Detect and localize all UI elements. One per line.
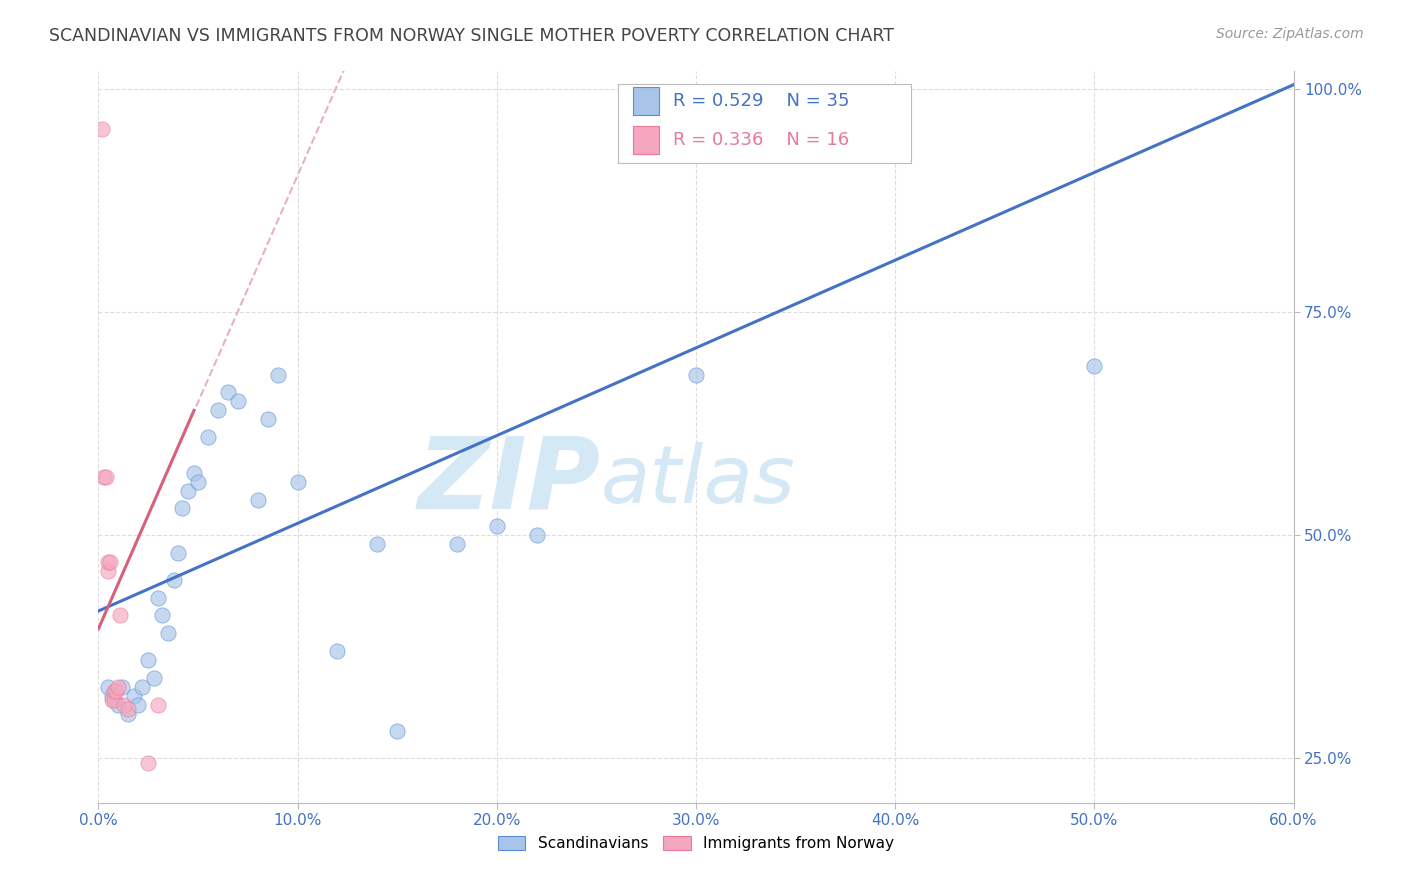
Point [446, 537, 468, 551]
Point [157, 626, 180, 640]
Bar [633, 87, 659, 114]
Point [110, 608, 132, 623]
Point [366, 537, 388, 551]
Point [485, 519, 508, 533]
Point [172, 501, 194, 516]
Point [97, 680, 120, 694]
Text: SCANDINAVIAN VS IMMIGRANTS FROM NORWAY SINGLE MOTHER POVERTY CORRELATION CHART: SCANDINAVIAN VS IMMIGRANTS FROM NORWAY S… [49, 27, 894, 45]
Point [207, 403, 229, 417]
Text: ZIP: ZIP [418, 433, 600, 530]
Point [167, 546, 190, 560]
Point [97, 564, 120, 578]
Point [136, 653, 159, 667]
Point [385, 724, 409, 739]
Point [103, 693, 125, 707]
Text: atlas: atlas [600, 442, 796, 520]
Point [197, 430, 219, 444]
Point [177, 483, 200, 498]
Point [148, 591, 170, 605]
Point [107, 698, 129, 712]
Point [103, 684, 125, 698]
Point [101, 689, 124, 703]
Point [163, 573, 186, 587]
Point [101, 693, 124, 707]
Point [256, 412, 278, 426]
Point [148, 698, 170, 712]
Point [97, 555, 120, 569]
Point [287, 475, 309, 489]
Point [112, 698, 135, 712]
Point [117, 706, 139, 721]
Text: R = 0.529    N = 35: R = 0.529 N = 35 [673, 92, 849, 110]
Point [685, 368, 707, 382]
Point [246, 492, 269, 507]
FancyBboxPatch shape [619, 84, 911, 163]
Point [107, 680, 129, 694]
Point [127, 698, 149, 712]
Legend: Scandinavians, Immigrants from Norway: Scandinavians, Immigrants from Norway [492, 830, 900, 857]
Point [183, 466, 205, 480]
Point [226, 394, 249, 409]
Bar [633, 127, 659, 154]
Point [93, 470, 115, 484]
Point [124, 689, 146, 703]
Point [526, 528, 548, 542]
Point [136, 756, 159, 770]
Point [131, 680, 153, 694]
Point [105, 684, 128, 698]
Point [267, 368, 290, 382]
Point [217, 385, 239, 400]
Point [111, 680, 134, 694]
Text: R = 0.336    N = 16: R = 0.336 N = 16 [673, 131, 849, 149]
Point [98, 555, 122, 569]
Point [187, 475, 209, 489]
Text: Source: ZipAtlas.com: Source: ZipAtlas.com [1216, 27, 1364, 41]
Point [1083, 359, 1105, 373]
Point [96, 470, 118, 484]
Point [143, 671, 166, 685]
Point [326, 644, 349, 658]
Point [150, 608, 173, 623]
Point [91, 122, 114, 136]
Point [117, 702, 139, 716]
